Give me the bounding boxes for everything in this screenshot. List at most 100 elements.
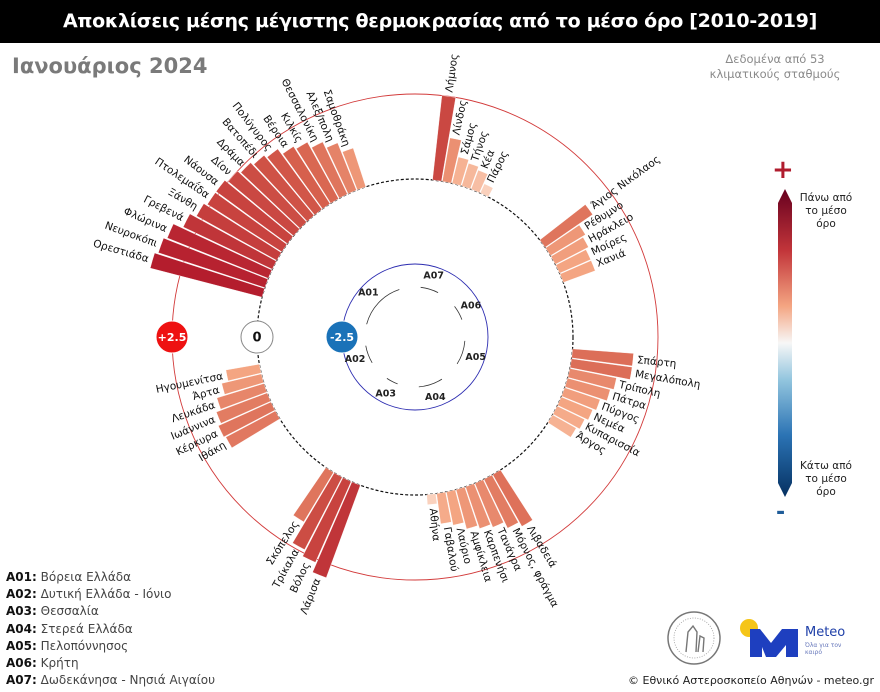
group-label-A04: A04 [425,392,446,403]
ring-zero [256,178,574,496]
bar-A06-3 [555,249,591,274]
station-label: Αθήνα [427,508,442,542]
group-label-A07: A07 [423,270,444,281]
bar-A02-0 [225,410,281,449]
station-label: Λήμνος [443,53,460,93]
bar-A01-0 [149,252,265,298]
bar-A01-3 [182,213,277,270]
ring-marker-0 [155,320,189,354]
bar-A01-7 [227,170,300,237]
bar-A07-1 [442,137,462,184]
bar-A07-3 [461,163,479,190]
bar-A01-14 [326,142,357,195]
ring-marker-2 [325,320,359,354]
bar-A06-2 [550,237,589,265]
observatory-seal-logo [667,611,721,665]
group-arc-A04 [418,378,443,388]
bar-A06-1 [545,224,586,256]
copyright-credit: © Εθνικό Αστεροσκοπείο Αθηνών - meteo.gr [628,674,875,687]
bar-A04-7 [426,493,438,505]
data-note: Δεδομένα από 53 κλιματικούς σταθμούς [709,52,841,81]
bar-A04-4 [455,486,478,530]
ring-minus-2-5 [341,263,489,411]
bar-A01-15 [342,147,367,191]
region-legend-item: A04: Στερεά Ελλάδα [6,621,133,636]
bar-A03-1 [302,477,352,563]
group-label-A06: A06 [461,300,482,311]
station-label: Σπάρτη [636,354,677,370]
bar-A02-3 [216,383,268,410]
group-arc-A05 [456,340,466,365]
bar-A02-2 [216,392,271,424]
bar-A04-2 [474,479,504,528]
group-label-A03: A03 [375,388,396,399]
bar-A01-6 [215,180,294,245]
bar-A05-4 [561,387,601,411]
bar-A01-1 [158,237,269,288]
bar-A05-7 [547,414,577,438]
region-legend-item: A07: Δωδεκάνησα - Νησιά Αιγαίου [6,673,216,688]
bar-A04-0 [492,469,533,527]
minus-sign: - [776,500,786,525]
bar-A03-2 [292,472,343,550]
region-legend-item: A02: Δυτική Ελλάδα - Ιόνιο [6,587,172,602]
ring-marker-label: 0 [252,331,261,346]
bar-A05-2 [567,368,617,390]
bar-A03-0 [312,481,361,579]
bar-A01-11 [282,146,331,210]
meteo-logo-text: Meteo [805,625,846,640]
region-legend-item: A05: Πελοπόννησος [6,638,129,653]
bar-A01-5 [207,192,288,253]
chart-title: Αποκλίσεις μέσης μέγιστης θερμοκρασίας α… [0,0,880,43]
bar-A07-5 [479,183,494,198]
bar-A04-6 [436,491,452,525]
bar-A05-3 [564,377,611,402]
bar-A07-2 [451,156,469,187]
station-label: Άγιος Νικόλαος [589,153,663,212]
bar-A06-4 [559,260,596,283]
plus-sign: + [772,155,794,185]
bar-A02-1 [218,401,276,438]
bar-A05-1 [569,358,633,380]
region-legend-item: A03: Θεσσαλία [6,604,99,619]
region-legend-item: A01: Βόρεια Ελλάδα [6,570,132,584]
bar-A01-2 [166,223,273,279]
bar-A01-8 [240,162,307,229]
group-arc-A03 [386,378,398,385]
ring-marker-1 [240,320,274,354]
group-arc-A01 [366,289,400,325]
group-arc-A07 [420,286,439,294]
below-average-label: Κάτω από το μέσο όρο [800,460,852,498]
meteo-logo [740,619,798,657]
chart-subtitle: Ιανουάριος 2024 [12,54,208,78]
bar-A02-5 [225,363,262,382]
ring-marker-label: -2.5 [330,331,354,344]
above-average-label: Πάνω από το μέσο όρο [799,192,853,230]
bar-A05-6 [552,405,585,430]
bar-A04-5 [446,489,465,526]
bar-A01-9 [253,155,315,222]
meteo-tagline: Όλα για τον καιρό [805,642,842,656]
group-label-A05: A05 [465,352,486,363]
bar-A02-4 [221,373,264,395]
group-arc-A06 [454,306,463,320]
group-label-A01: A01 [358,288,379,299]
ring-marker-label: +2.5 [158,331,187,344]
bar-A06-0 [539,204,593,248]
bar-A03-3 [293,467,334,523]
bar-A04-1 [483,474,519,529]
bar-A01-4 [196,203,282,261]
bar-A01-10 [266,148,323,216]
region-legend: A01: Βόρεια Ελλάδα A02: Δυτική Ελλάδα - … [6,569,215,689]
bar-A05-5 [557,396,593,421]
group-arc-A02 [365,345,373,363]
bar-A07-0 [432,95,456,182]
bar-A01-13 [311,141,348,199]
bar-A05-0 [571,348,634,367]
group-label-A02: A02 [345,354,366,365]
bar-A04-3 [465,483,491,529]
region-legend-item: A06: Κρήτη [6,656,79,671]
color-scale-bar [778,189,792,497]
bar-A01-12 [296,141,339,204]
